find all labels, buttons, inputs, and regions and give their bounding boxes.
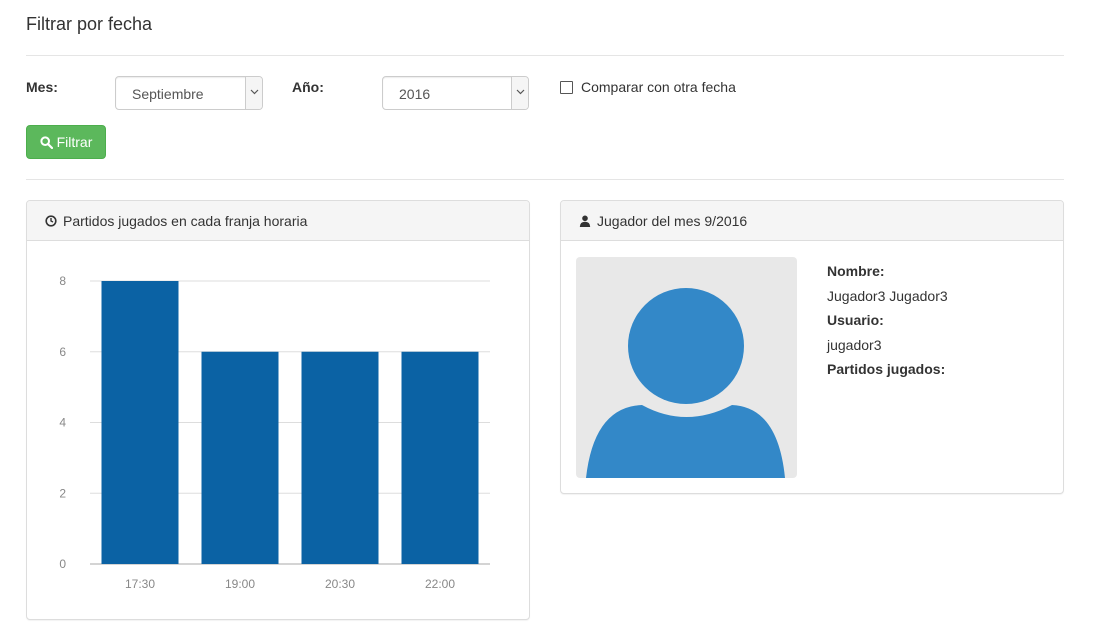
chart-panel: Partidos jugados en cada franja horaria … xyxy=(26,200,530,620)
filter-button[interactable]: Filtrar xyxy=(26,125,106,159)
y-tick-label: 2 xyxy=(59,486,66,500)
page-title: Filtrar por fecha xyxy=(26,14,153,34)
compare-date-option[interactable]: Comparar con otra fecha xyxy=(560,79,736,95)
chevron-down-icon xyxy=(511,77,528,109)
month-label: Mes: xyxy=(26,79,58,95)
year-select[interactable]: 2016 xyxy=(382,76,529,110)
year-select-value: 2016 xyxy=(399,86,431,102)
x-tick-label: 17:30 xyxy=(125,577,155,591)
chart-panel-title: Partidos jugados en cada franja horaria xyxy=(63,212,308,229)
bar-17:30[interactable] xyxy=(101,281,179,564)
avatar xyxy=(576,257,797,478)
player-panel-heading: Jugador del mes 9/2016 xyxy=(561,201,1063,241)
y-tick-label: 6 xyxy=(59,345,66,359)
x-tick-label: 20:30 xyxy=(325,577,355,591)
x-tick-label: 22:00 xyxy=(425,577,455,591)
username-label: Usuario: xyxy=(827,312,884,328)
bar-chart: 0 2 4 6 8 17:30 19:00 20:30 22:00 xyxy=(59,274,490,591)
chevron-down-icon xyxy=(245,77,262,109)
player-panel: Jugador del mes 9/2016 Nombre: Jugador3 … xyxy=(560,200,1064,494)
filter-button-label: Filtrar xyxy=(56,134,93,150)
search-icon xyxy=(40,135,53,149)
chart-panel-heading: Partidos jugados en cada franja horaria xyxy=(27,201,529,241)
bar-20:30[interactable] xyxy=(301,351,379,564)
divider xyxy=(26,55,1064,56)
name-value: Jugador3 Jugador3 xyxy=(827,288,948,304)
x-tick-label: 19:00 xyxy=(225,577,255,591)
player-panel-title: Jugador del mes 9/2016 xyxy=(597,212,748,229)
username-value: jugador3 xyxy=(827,337,882,353)
month-select[interactable]: Septiembre xyxy=(115,76,263,110)
month-select-value: Septiembre xyxy=(132,86,204,102)
y-tick-label: 4 xyxy=(59,416,66,430)
y-tick-label: 0 xyxy=(59,557,66,571)
player-info: Nombre: Jugador3 Jugador3 Usuario: jugad… xyxy=(827,263,948,386)
default-user-avatar-icon xyxy=(586,288,785,478)
divider xyxy=(26,179,1064,180)
compare-date-label: Comparar con otra fecha xyxy=(581,79,736,95)
matches-played-label: Partidos jugados: xyxy=(827,361,946,377)
y-tick-label: 8 xyxy=(59,274,66,288)
clock-icon xyxy=(45,214,57,227)
name-label: Nombre: xyxy=(827,263,885,279)
year-label: Año: xyxy=(292,79,324,95)
user-icon xyxy=(579,215,591,227)
compare-date-checkbox[interactable] xyxy=(560,80,573,94)
bar-22:00[interactable] xyxy=(401,351,479,564)
bar-19:00[interactable] xyxy=(201,351,279,564)
